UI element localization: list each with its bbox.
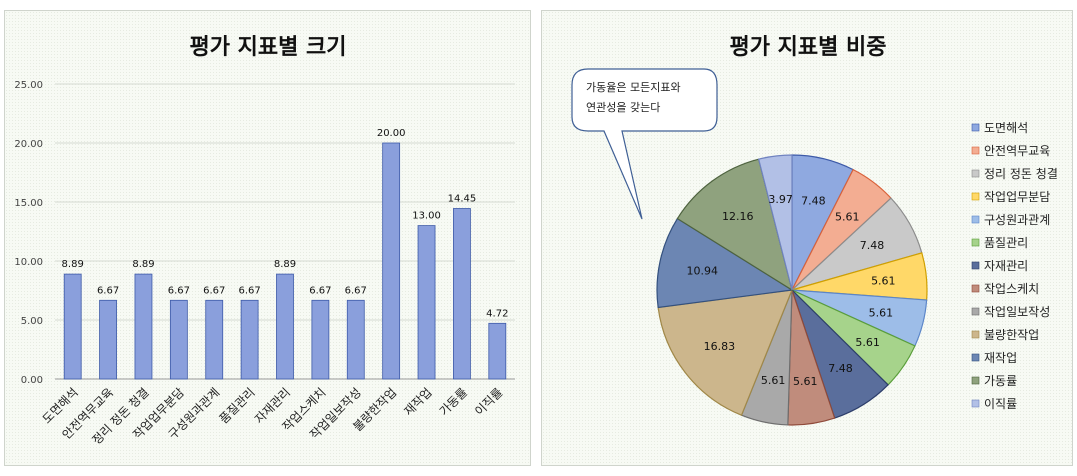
bar-value-label: 6.67 — [168, 285, 190, 296]
callout-annotation: 가동율은 모든지표와 연관성을 갖는다 — [571, 68, 718, 220]
category-label: 품질관리 — [217, 385, 258, 426]
bar — [276, 273, 294, 380]
legend-swatch — [971, 330, 980, 339]
y-tick-label: 5.00 — [21, 316, 43, 327]
legend-swatch — [971, 307, 980, 316]
legend-swatch — [971, 238, 980, 247]
bar-value-label: 8.89 — [132, 259, 154, 270]
callout-bubble — [571, 68, 718, 220]
bar — [134, 273, 153, 380]
pie-value-label: 12.16 — [722, 210, 754, 223]
bar-value-label: 4.72 — [486, 308, 508, 319]
legend-label: 품질관리 — [984, 236, 1028, 250]
legend-label: 작업업무분담 — [984, 190, 1050, 204]
y-tick-label: 25.00 — [14, 80, 43, 91]
bar — [169, 299, 188, 380]
y-tick-label: 0.00 — [21, 375, 43, 386]
legend-swatch — [971, 284, 980, 293]
legend-swatch — [971, 146, 980, 155]
bar-chart: 평가 지표별 크기 0.00 5.00 10.00 15.00 20.00 25.00 8… — [14, 35, 515, 447]
legend-label: 정리 정돈 청결 — [984, 167, 1058, 181]
bar — [417, 225, 436, 380]
legend-label: 이직률 — [984, 397, 1017, 411]
callout-line-1: 가동율은 모든지표와 — [586, 81, 681, 94]
callout-line-2: 연관성을 갖는다 — [586, 101, 660, 114]
pie-value-label: 7.48 — [801, 195, 826, 208]
y-tick-label: 10.00 — [14, 257, 43, 268]
legend-swatch — [971, 376, 980, 385]
pie-value-label: 5.61 — [869, 307, 894, 320]
legend-label: 작업스케치 — [984, 282, 1039, 296]
bar — [205, 299, 224, 380]
legend-swatch — [971, 169, 980, 178]
legend-swatch — [971, 261, 980, 270]
legend-swatch — [971, 192, 980, 201]
legend-label: 도면해석 — [984, 121, 1028, 135]
category-label: 가동률 — [437, 385, 470, 418]
bar-chart-panel: 평가 지표별 크기 0.00 5.00 10.00 15.00 20.00 25.00 8… — [4, 10, 531, 466]
y-tick-label: 20.00 — [14, 139, 43, 150]
bar-value-label: 6.67 — [203, 285, 225, 296]
bar — [382, 142, 401, 380]
legend-label: 재작업 — [984, 351, 1017, 365]
bar-value-label: 6.67 — [345, 285, 367, 296]
bar-value-label: 8.89 — [62, 259, 84, 270]
pie-value-label: 7.48 — [828, 362, 853, 375]
pie-slice — [757, 154, 793, 291]
pie-value-label: 3.97 — [768, 193, 793, 206]
bar — [453, 208, 471, 380]
bar-value-label: 6.67 — [238, 285, 260, 296]
bar — [240, 299, 259, 380]
pie-value-label: 5.61 — [761, 374, 786, 387]
bar — [346, 299, 365, 380]
bar-chart-title: 평가 지표별 크기 — [190, 35, 347, 60]
bar-value-label: 13.00 — [412, 211, 441, 222]
bar — [488, 322, 507, 380]
pie-chart: 평가 지표별 비중 가동율은 모든지표와 연관성을 갖는다 7.485.617.… — [571, 35, 1058, 426]
bar-value-label: 8.89 — [274, 259, 296, 270]
legend-swatch — [971, 353, 980, 362]
bar — [99, 299, 117, 380]
category-label: 이직률 — [472, 385, 505, 418]
pie-value-label: 5.61 — [793, 375, 818, 388]
legend-label: 가동률 — [984, 374, 1017, 388]
legend-label: 자재관리 — [984, 259, 1028, 273]
bar-value-label: 14.45 — [448, 193, 477, 204]
pie-chart-title: 평가 지표별 비중 — [730, 35, 887, 60]
legend-swatch — [971, 215, 980, 224]
pie-value-label: 5.61 — [855, 336, 880, 349]
bar-value-label: 20.00 — [377, 128, 406, 139]
bar — [311, 299, 330, 380]
legend-label: 불량한작업 — [984, 328, 1039, 342]
bar — [63, 273, 82, 380]
pie-chart-panel: 평가 지표별 비중 가동율은 모든지표와 연관성을 갖는다 7.48 5.61 7.… — [541, 10, 1073, 466]
legend-label: 작업일보작성 — [984, 305, 1050, 319]
pie-slice — [656, 217, 794, 309]
legend-swatch — [971, 123, 980, 132]
pie-value-label: 10.94 — [687, 265, 719, 278]
y-tick-label: 15.00 — [14, 198, 43, 209]
pie-value-label: 7.48 — [860, 239, 885, 252]
pie-value-label: 5.61 — [835, 211, 860, 224]
bar-value-label: 6.67 — [309, 285, 331, 296]
pie-slice — [657, 289, 793, 416]
legend-label: 구성원과관계 — [984, 213, 1050, 227]
legend-label: 안전역무교육 — [984, 144, 1050, 158]
bar-value-label: 6.67 — [97, 285, 119, 296]
pie-slice — [676, 158, 793, 292]
legend-swatch — [971, 399, 980, 408]
category-label: 재작업 — [401, 385, 434, 418]
pie-value-label: 16.83 — [704, 340, 736, 353]
pie-value-label: 5.61 — [871, 275, 896, 288]
